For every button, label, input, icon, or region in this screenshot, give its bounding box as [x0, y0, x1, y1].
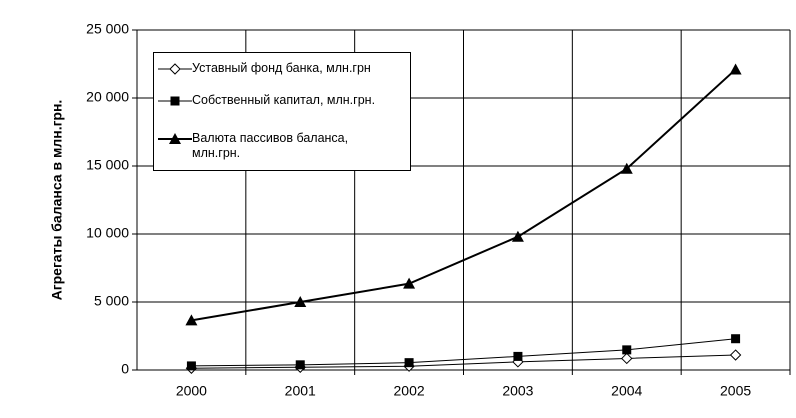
y-tick-label: 25 000 [86, 21, 129, 37]
marker [621, 352, 633, 365]
marker [622, 345, 632, 355]
legend-swatch [158, 63, 192, 75]
x-tick-label: 2000 [176, 383, 207, 399]
y-tick-label: 15 000 [86, 157, 129, 173]
legend-entry: Валюта пассивов баланса, млн.грн. [158, 131, 392, 161]
marker [729, 63, 742, 75]
legend-entry: Собственный капитал, млн.грн. [158, 93, 392, 109]
marker [404, 358, 414, 368]
marker [729, 349, 742, 361]
marker [513, 351, 523, 361]
legend-label: Собственный капитал, млн.грн. [192, 93, 376, 107]
marker [511, 230, 524, 242]
x-tick-label: 2001 [285, 383, 316, 399]
marker [169, 133, 181, 144]
series-line [191, 68, 737, 322]
x-tick-label: 2005 [720, 383, 751, 399]
y-tick-label: 10 000 [86, 225, 129, 241]
marker [295, 360, 305, 370]
y-tick-label: 20 000 [86, 89, 129, 105]
series-line [191, 338, 736, 367]
series-line [191, 354, 736, 369]
legend-label: Уставный фонд банка, млн.грн [192, 61, 371, 75]
y-tick-label: 5 000 [94, 293, 129, 309]
marker [294, 296, 307, 307]
x-tick-label: 2003 [502, 383, 533, 399]
x-tick-label: 2004 [611, 383, 642, 399]
marker [170, 96, 180, 106]
marker [731, 334, 741, 344]
y-tick-label: 0 [121, 361, 129, 377]
marker [620, 162, 633, 174]
marker [185, 314, 198, 326]
marker [169, 63, 181, 75]
x-tick-label: 2002 [394, 383, 425, 399]
marker [186, 361, 196, 371]
legend-swatch [158, 96, 192, 106]
legend-label: Валюта пассивов баланса, млн.грн. [192, 131, 349, 160]
legend-entry: Уставный фонд банка, млн.грн [158, 61, 392, 77]
legend: Уставный фонд банка, млн.грн Собственный … [153, 52, 411, 171]
marker [403, 277, 416, 289]
y-axis-label: Агрегаты баланса в млн.грн. [49, 100, 65, 301]
legend-swatch [158, 133, 192, 144]
